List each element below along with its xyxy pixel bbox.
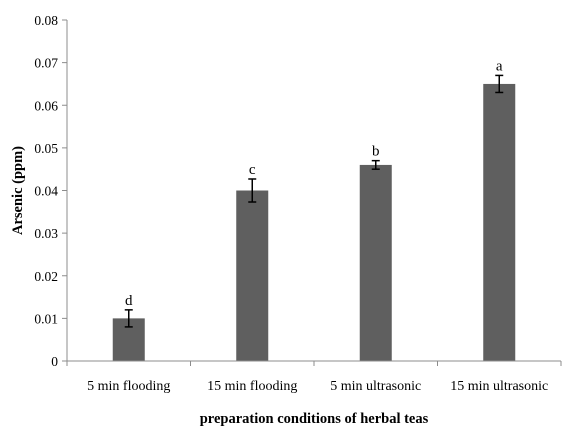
x-category-label: 15 min flooding — [207, 379, 297, 394]
error-bar — [248, 178, 257, 203]
y-tick-label: 0.01 — [34, 311, 58, 326]
y-tick-label: 0.05 — [34, 141, 58, 156]
significance-letter: b — [372, 144, 380, 160]
error-bar — [495, 74, 504, 94]
significance-letter: d — [125, 293, 133, 309]
y-tick-label: 0.02 — [34, 269, 58, 284]
x-category-label: 15 min ultrasonic — [450, 379, 548, 394]
significance-letter: a — [496, 58, 503, 74]
y-tick-label: 0.08 — [34, 13, 58, 28]
y-axis-title: Arsenic (ppm) — [10, 146, 26, 235]
significance-letters-group: d c b a — [125, 58, 503, 308]
x-category-label: 5 min flooding — [87, 379, 170, 394]
error-bar — [371, 159, 380, 170]
y-tick-label: 0 — [51, 354, 58, 369]
x-axis-title: preparation conditions of herbal teas — [200, 411, 429, 427]
bars-group — [112, 83, 516, 361]
bar — [236, 190, 269, 361]
y-tick-label: 0.07 — [34, 56, 58, 71]
x-axis-category-labels: 5 min flooding 15 min flooding 5 min ultra… — [87, 379, 548, 394]
significance-letter: c — [249, 162, 256, 178]
x-category-label: 5 min ultrasonic — [330, 379, 421, 394]
y-tick-label: 0.03 — [34, 226, 58, 241]
error-bars-group — [124, 74, 504, 328]
bar — [483, 83, 516, 361]
error-bar — [124, 309, 133, 328]
y-tick-label: 0.06 — [34, 98, 58, 113]
bar — [359, 164, 392, 361]
y-axis-ticks: 0 0.01 0.02 0.03 0.04 0.05 0.06 0.07 0.08 — [34, 13, 562, 369]
y-tick-label: 0.04 — [34, 184, 58, 199]
